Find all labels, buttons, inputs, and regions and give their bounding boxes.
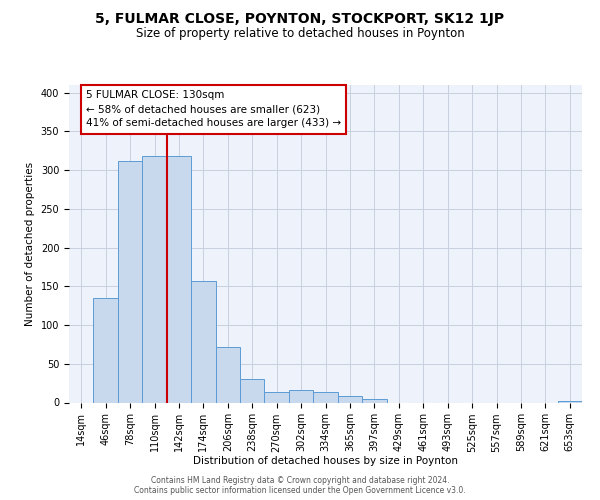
Bar [167,156,191,402]
Bar [289,390,313,402]
Bar [338,396,362,402]
Text: Contains public sector information licensed under the Open Government Licence v3: Contains public sector information licen… [134,486,466,495]
Bar [118,161,142,402]
Bar [362,400,386,402]
Bar [191,281,215,402]
Bar [142,156,167,402]
Text: Size of property relative to detached houses in Poynton: Size of property relative to detached ho… [136,28,464,40]
Bar [557,401,582,402]
Text: 5, FULMAR CLOSE, POYNTON, STOCKPORT, SK12 1JP: 5, FULMAR CLOSE, POYNTON, STOCKPORT, SK1… [95,12,505,26]
Text: 5 FULMAR CLOSE: 130sqm
← 58% of detached houses are smaller (623)
41% of semi-de: 5 FULMAR CLOSE: 130sqm ← 58% of detached… [86,90,341,128]
Text: Contains HM Land Registry data © Crown copyright and database right 2024.: Contains HM Land Registry data © Crown c… [151,476,449,485]
X-axis label: Distribution of detached houses by size in Poynton: Distribution of detached houses by size … [193,456,458,466]
Bar [215,346,240,403]
Bar [313,392,338,402]
Bar [94,298,118,403]
Bar [265,392,289,402]
Bar [240,380,265,402]
Y-axis label: Number of detached properties: Number of detached properties [25,162,35,326]
